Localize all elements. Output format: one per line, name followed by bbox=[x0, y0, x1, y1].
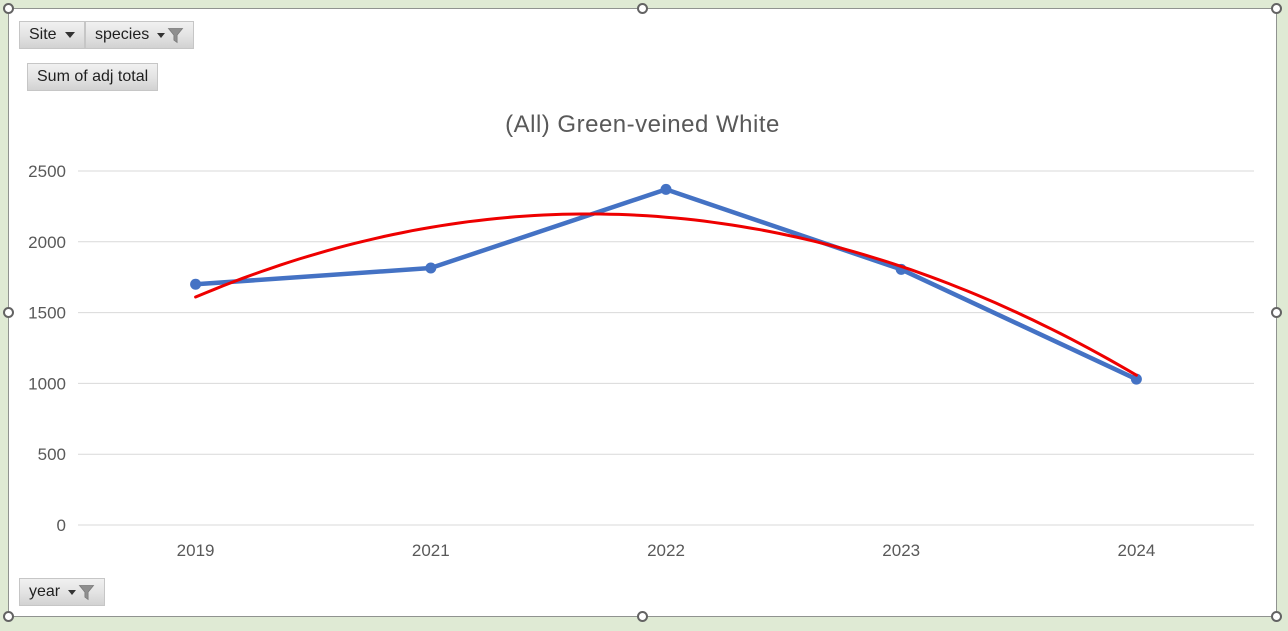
x-axis-category-label[interactable]: 2021 bbox=[412, 541, 450, 560]
x-axis-category-label[interactable]: 2024 bbox=[1117, 541, 1155, 560]
selection-handle-middle-left[interactable] bbox=[3, 307, 14, 318]
pivot-value-button[interactable]: Sum of adj total bbox=[27, 63, 159, 91]
chevron-down-icon bbox=[157, 32, 166, 38]
data-point-marker[interactable] bbox=[1130, 373, 1142, 385]
data-point-marker[interactable] bbox=[660, 183, 672, 195]
value-field-label: Sum of adj total bbox=[37, 68, 149, 85]
y-axis-tick-label[interactable]: 2000 bbox=[28, 233, 66, 252]
year-field-label: year bbox=[29, 583, 61, 600]
y-axis-tick-label[interactable]: 0 bbox=[57, 516, 66, 535]
y-axis-tick-label[interactable]: 1500 bbox=[28, 304, 66, 323]
trendline[interactable] bbox=[194, 212, 1138, 377]
selection-handle-bottom-center[interactable] bbox=[637, 611, 648, 622]
y-axis-tick-label[interactable]: 1000 bbox=[28, 374, 66, 393]
data-point-marker[interactable] bbox=[425, 262, 437, 274]
selection-handle-middle-right[interactable] bbox=[1271, 307, 1282, 318]
x-axis-category-label[interactable]: 2019 bbox=[177, 541, 215, 560]
x-axis-category-label[interactable]: 2022 bbox=[647, 541, 685, 560]
site-field-label: Site bbox=[29, 26, 57, 43]
selection-handle-top-center[interactable] bbox=[637, 3, 648, 14]
pivot-field-button-year[interactable]: year bbox=[19, 578, 106, 606]
data-point-marker[interactable] bbox=[190, 278, 202, 290]
x-axis-category-label[interactable]: 2023 bbox=[882, 541, 920, 560]
pivot-field-button-site[interactable]: Site bbox=[19, 21, 85, 49]
species-filter-group bbox=[157, 27, 184, 44]
selection-handle-bottom-right[interactable] bbox=[1271, 611, 1282, 622]
selection-handle-top-left[interactable] bbox=[3, 3, 14, 14]
species-field-label: species bbox=[95, 26, 150, 43]
selection-handle-top-right[interactable] bbox=[1271, 3, 1282, 14]
y-axis-tick-label[interactable]: 500 bbox=[38, 445, 66, 464]
y-axis-tick-label[interactable]: 2500 bbox=[28, 162, 66, 181]
pivot-field-button-species[interactable]: species bbox=[85, 21, 195, 49]
year-filter-group bbox=[68, 584, 95, 601]
chevron-down-icon bbox=[64, 32, 75, 38]
chevron-down-icon bbox=[68, 589, 77, 595]
selection-handle-bottom-left[interactable] bbox=[3, 611, 14, 622]
filter-funnel-icon bbox=[167, 27, 184, 43]
chart-title[interactable]: (All) Green-veined White bbox=[505, 111, 780, 138]
filter-funnel-icon bbox=[78, 584, 95, 600]
